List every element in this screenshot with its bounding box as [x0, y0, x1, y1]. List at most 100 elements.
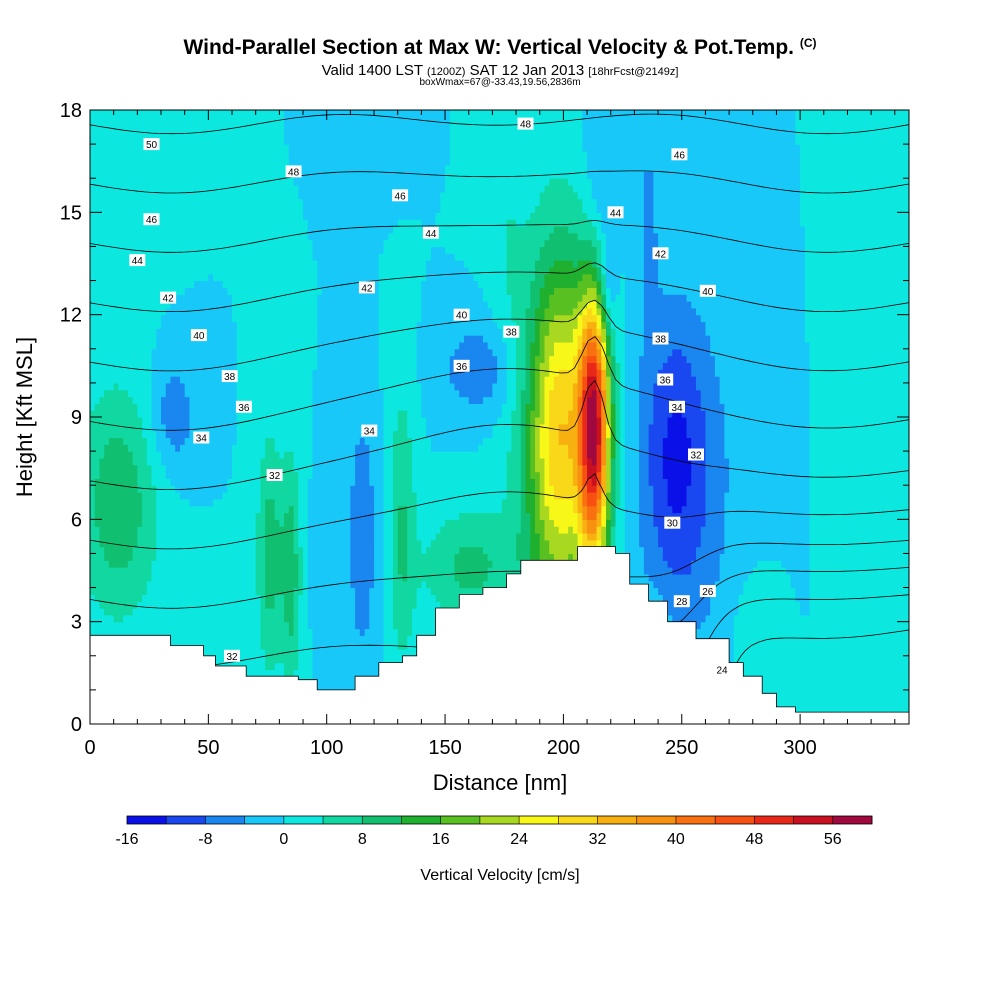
w-cell: [127, 301, 134, 309]
w-cell: [151, 239, 157, 248]
w-cell: [241, 389, 247, 398]
w-cell: [156, 526, 162, 534]
w-cell: [293, 417, 299, 425]
w-cell: [279, 301, 285, 309]
w-cell: [208, 246, 214, 254]
w-cell: [255, 635, 262, 643]
w-cell: [303, 532, 309, 541]
w-cell: [161, 417, 167, 425]
w-cell: [198, 560, 205, 568]
w-cell: [137, 505, 143, 514]
w-cell: [307, 198, 314, 207]
w-cell: [104, 628, 110, 636]
w-cell: [241, 225, 247, 234]
w-cell: [246, 423, 252, 432]
w-cell: [175, 253, 181, 261]
w-cell: [227, 287, 233, 295]
w-cell: [265, 246, 271, 254]
w-cell: [161, 396, 167, 404]
w-cell: [108, 532, 115, 541]
w-cell: [127, 512, 134, 520]
w-cell: [274, 526, 280, 534]
w-cell: [298, 232, 304, 241]
w-cell: [312, 382, 318, 391]
w-cell: [194, 526, 200, 534]
w-cell: [307, 526, 314, 534]
w-cell: [317, 294, 323, 302]
w-cell: [194, 212, 200, 220]
w-cell: [198, 526, 205, 534]
w-cell: [170, 539, 176, 548]
w-cell: [232, 396, 238, 404]
w-cell: [165, 273, 172, 282]
w-cell: [213, 178, 219, 186]
w-cell: [255, 294, 262, 302]
w-cell: [151, 150, 157, 159]
w-cell: [108, 110, 115, 118]
w-cell: [227, 471, 233, 479]
w-cell: [170, 478, 176, 486]
w-cell: [326, 130, 333, 138]
w-cell: [250, 382, 257, 391]
w-cell: [104, 423, 110, 432]
w-cell: [175, 341, 181, 350]
w-cell: [232, 185, 238, 193]
w-cell: [312, 362, 318, 370]
w-cell: [146, 164, 153, 172]
w-cell: [161, 485, 167, 493]
w-cell: [246, 335, 252, 343]
w-cell: [194, 191, 200, 200]
w-cell: [317, 307, 323, 316]
w-cell: [113, 355, 119, 364]
w-cell: [340, 273, 347, 282]
w-cell: [336, 321, 342, 329]
w-cell: [255, 369, 262, 377]
w-cell: [317, 642, 323, 650]
w-cell: [288, 341, 295, 350]
w-cell: [321, 376, 328, 384]
w-cell: [132, 150, 138, 159]
w-cell: [104, 266, 110, 275]
w-cell: [90, 532, 96, 541]
w-cell: [170, 246, 176, 254]
w-cell: [184, 437, 191, 445]
w-cell: [326, 683, 333, 691]
w-cell: [331, 287, 337, 295]
w-cell: [340, 110, 347, 118]
w-cell: [194, 321, 200, 329]
w-cell: [336, 553, 342, 561]
w-cell: [288, 478, 295, 486]
w-cell: [217, 280, 224, 288]
w-cell: [156, 553, 162, 561]
w-cell: [217, 621, 224, 630]
w-cell: [246, 294, 252, 302]
w-cell: [303, 110, 309, 118]
w-cell: [345, 219, 351, 227]
w-cell: [298, 642, 304, 650]
w-cell: [132, 144, 138, 152]
w-cell: [303, 130, 309, 138]
w-cell: [161, 532, 167, 541]
w-cell: [250, 512, 257, 520]
w-cell: [156, 498, 162, 507]
w-cell: [265, 369, 271, 377]
w-cell: [142, 328, 148, 336]
w-cell: [345, 621, 351, 630]
w-cell: [165, 369, 172, 377]
w-cell: [241, 444, 247, 452]
w-cell: [288, 287, 295, 295]
w-cell: [113, 205, 119, 213]
w-cell: [184, 539, 191, 548]
w-cell: [189, 321, 195, 329]
w-cell: [232, 437, 238, 445]
w-cell: [326, 294, 333, 302]
w-cell: [137, 130, 143, 138]
w-cell: [142, 573, 148, 582]
w-cell: [113, 382, 119, 391]
w-cell: [198, 573, 205, 582]
w-cell: [161, 362, 167, 370]
w-cell: [142, 437, 148, 445]
w-cell: [184, 232, 191, 241]
w-cell: [170, 580, 176, 589]
w-cell: [232, 539, 238, 548]
